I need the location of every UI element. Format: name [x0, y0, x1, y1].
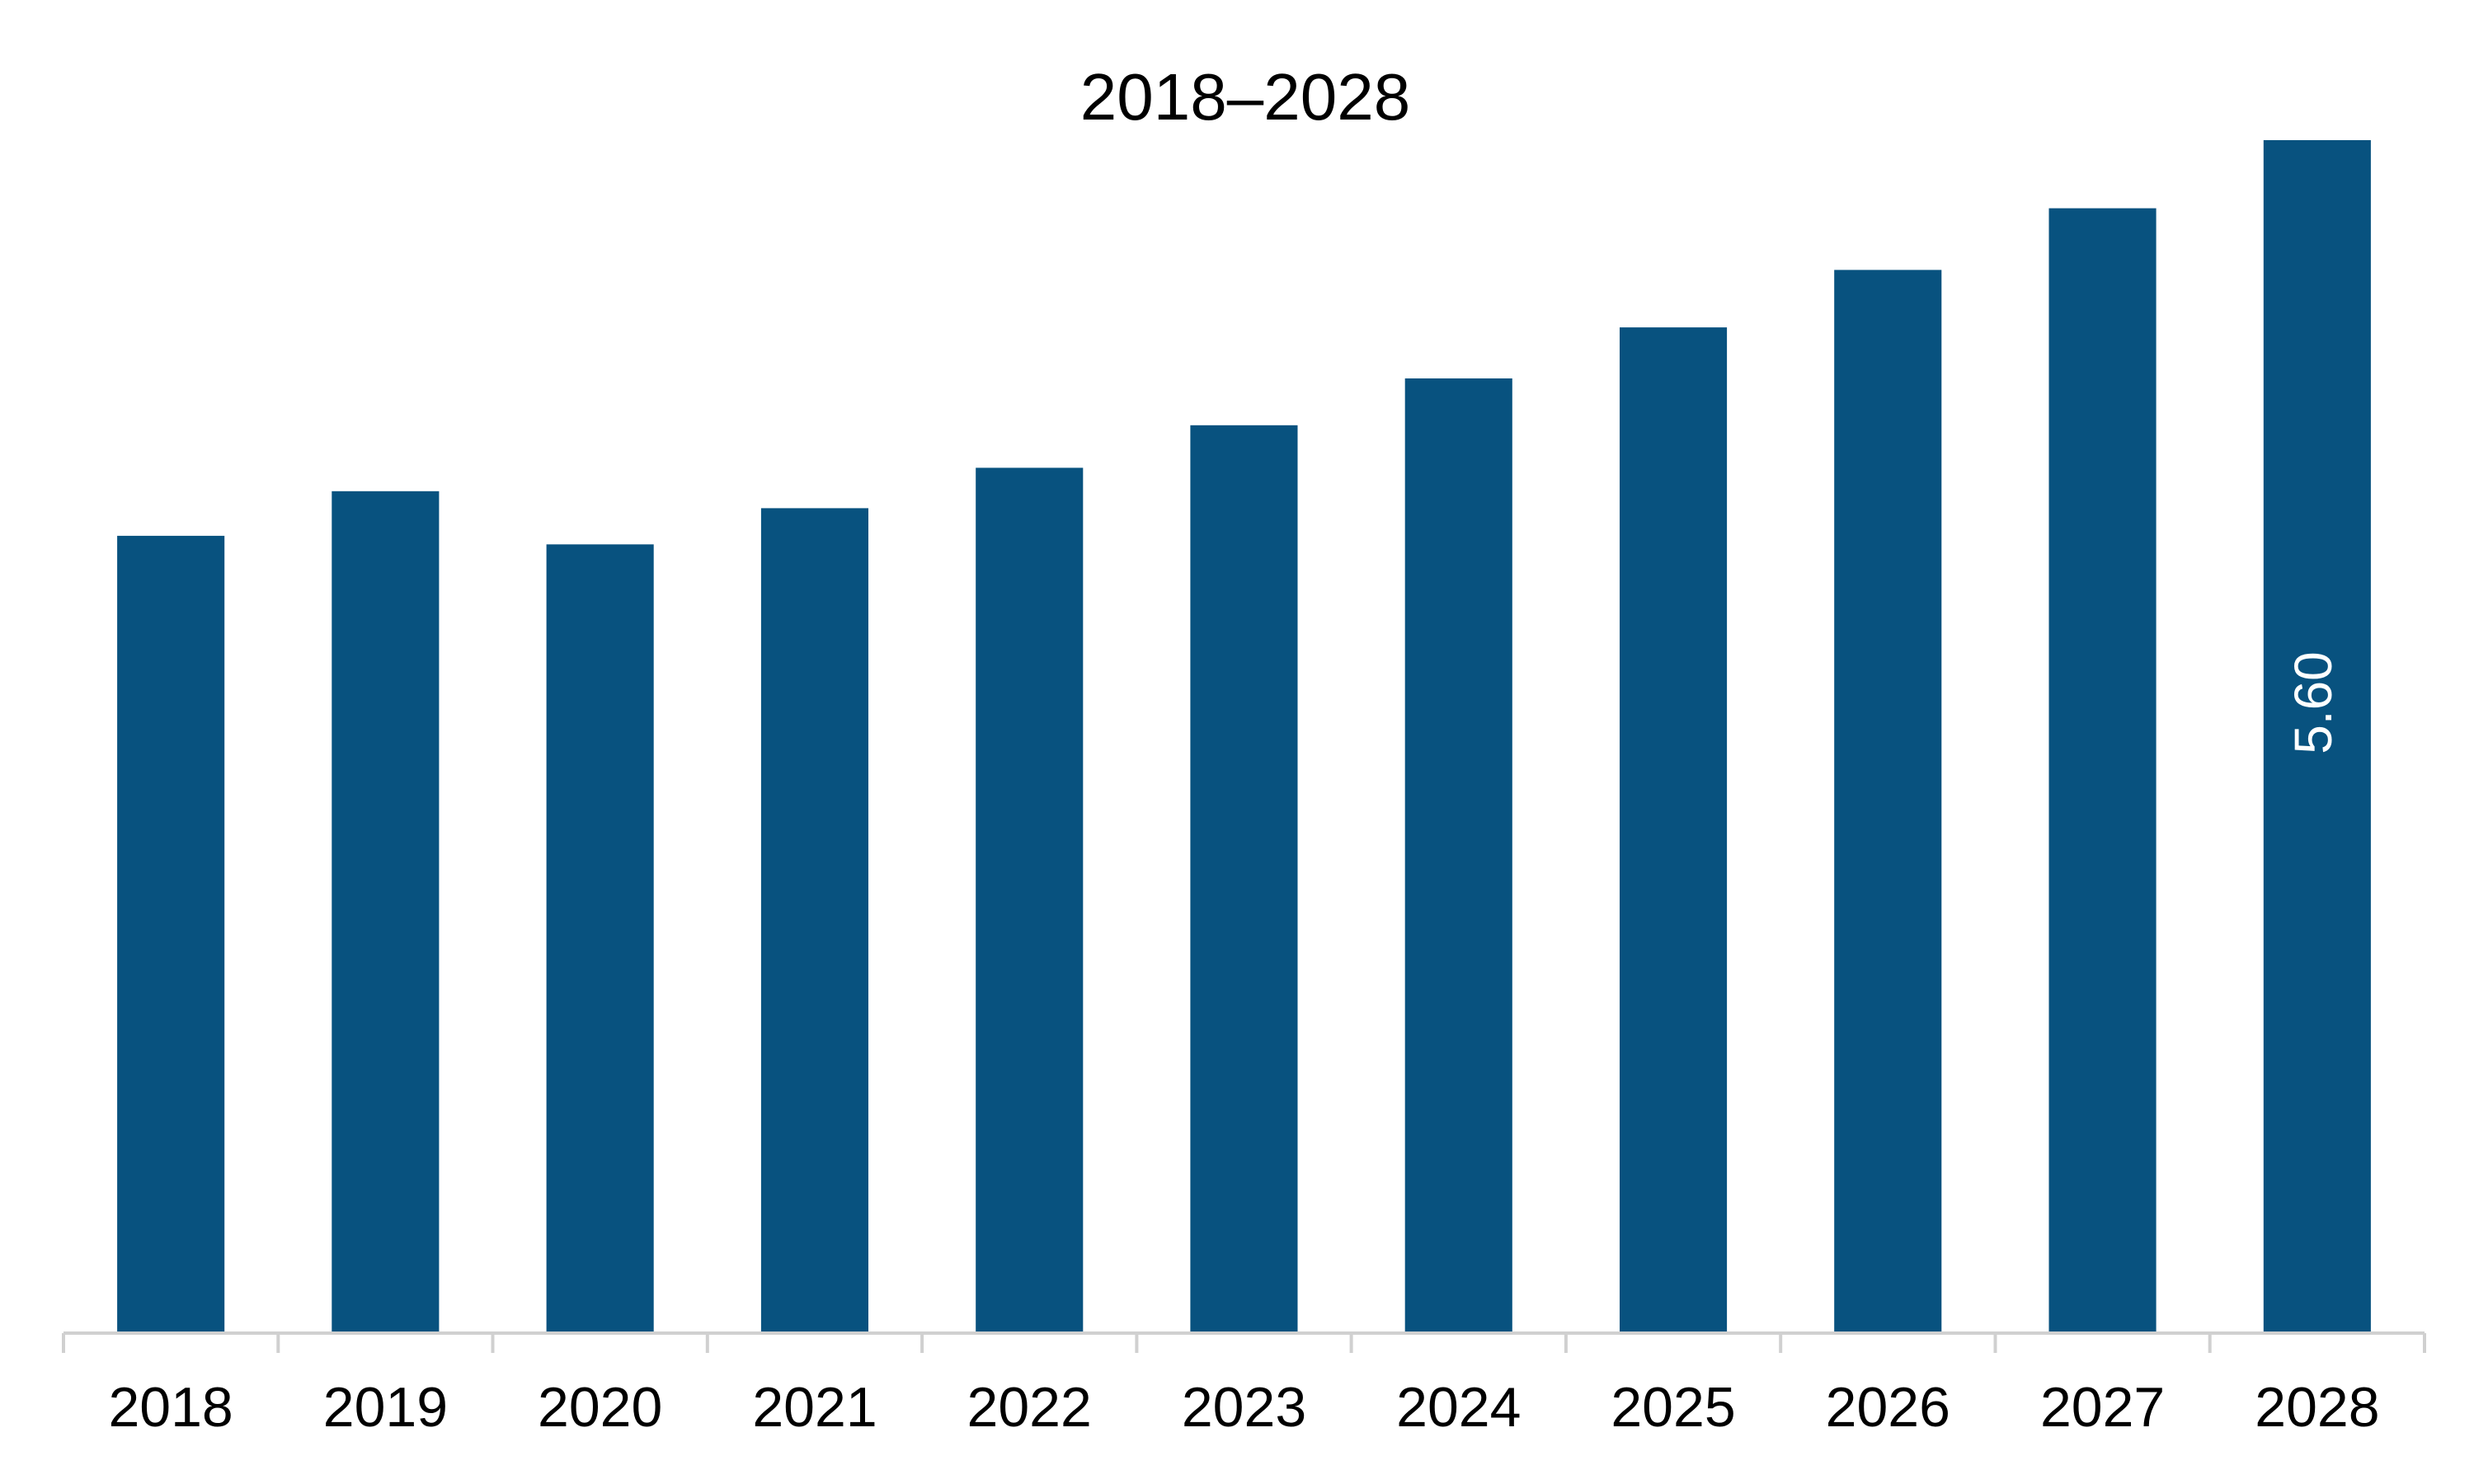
x-tick-label-2019: 2019: [323, 1376, 448, 1439]
x-tick-label-2025: 2025: [1611, 1376, 1735, 1439]
x-axis: [62, 1331, 2426, 1353]
bar-2026: [1834, 270, 1942, 1331]
chart-title: 2018–2028: [1080, 60, 1410, 134]
x-tick-label-2027: 2027: [2040, 1376, 2165, 1439]
x-tick-label-2018: 2018: [108, 1376, 233, 1439]
bar-2022: [976, 467, 1084, 1331]
bar-2018: [117, 535, 225, 1331]
bar-2019: [332, 491, 440, 1331]
x-tick-label-2024: 2024: [1396, 1376, 1521, 1439]
x-tick-label-2026: 2026: [1826, 1376, 1950, 1439]
data-label-2028: 5.60: [2284, 651, 2343, 754]
bars-layer: [117, 140, 2371, 1332]
x-tick-label-2021: 2021: [752, 1376, 877, 1439]
bar-2023: [1190, 425, 1298, 1331]
x-tick-label-2028: 2028: [2255, 1376, 2379, 1439]
x-tick-label-2022: 2022: [967, 1376, 1092, 1439]
data-labels: 5.60: [2284, 651, 2343, 754]
bar-2020: [546, 544, 654, 1331]
x-tick-label-2020: 2020: [538, 1376, 662, 1439]
x-tick-label-2023: 2023: [1182, 1376, 1306, 1439]
bar-2028: [2263, 140, 2371, 1331]
x-tick-labels: 2018 2019 2020 2021 2022 2023 2024 2025 2026 2027…: [108, 1376, 2379, 1439]
bar-2027: [2048, 208, 2157, 1332]
bar-2024: [1404, 378, 1512, 1331]
bar-2025: [1620, 327, 1728, 1332]
bar-2021: [760, 508, 868, 1331]
